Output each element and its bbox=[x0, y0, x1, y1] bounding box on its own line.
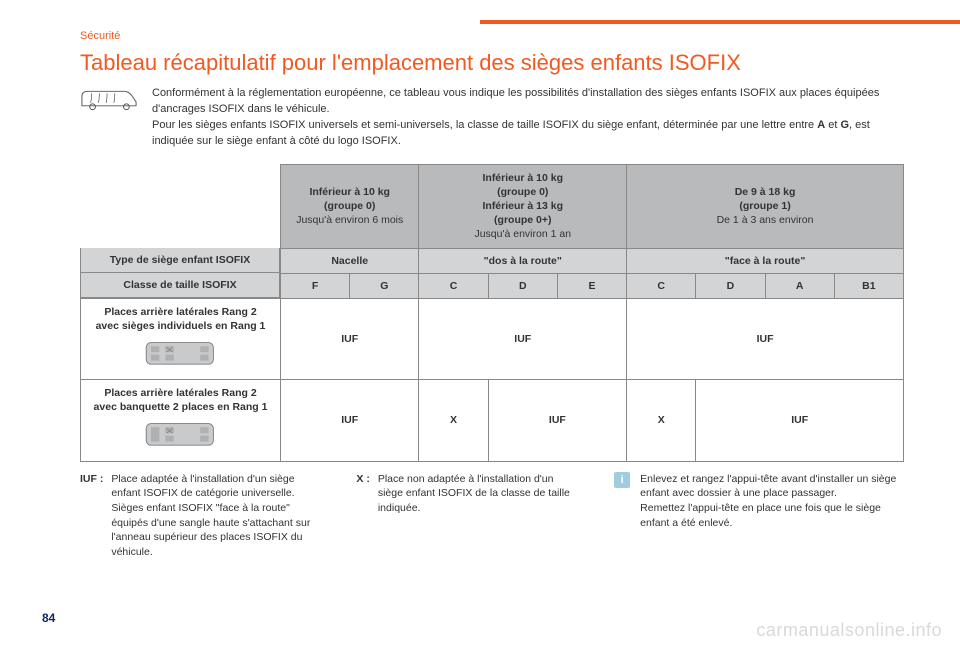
table-row: Places arrière latérales Rang 2 avec siè… bbox=[81, 298, 904, 380]
van-plan-icon bbox=[85, 420, 276, 454]
row1-v1: IUF bbox=[281, 298, 419, 380]
class-C: C bbox=[419, 273, 488, 298]
table-row: Inférieur à 10 kg (groupe 0) Jusqu'à env… bbox=[81, 164, 904, 248]
row1-v3: IUF bbox=[627, 298, 904, 380]
class-G: G bbox=[350, 273, 419, 298]
class-B1: B1 bbox=[834, 273, 903, 298]
intro-text: Conformément à la réglementation europée… bbox=[152, 86, 904, 150]
row1-l2: avec sièges individuels en Rang 1 bbox=[96, 320, 266, 332]
legend-x: X : Place non adaptée à l'installation d… bbox=[356, 472, 576, 560]
section-label: Sécurité bbox=[80, 30, 904, 42]
row1-l1: Places arrière latérales Rang 2 bbox=[104, 306, 256, 318]
intro-block: Conformément à la réglementation europée… bbox=[80, 86, 904, 150]
type-face: "face à la route" bbox=[627, 248, 904, 273]
wg0p-l1: Inférieur à 10 kg bbox=[423, 171, 622, 185]
class-D: D bbox=[488, 273, 557, 298]
wg0-l1: Inférieur à 10 kg bbox=[285, 185, 414, 199]
watermark: carmanualsonline.info bbox=[756, 620, 942, 641]
weight-group-1: De 9 à 18 kg (groupe 1) De 1 à 3 ans env… bbox=[627, 164, 904, 248]
weight-group-0plus: Inférieur à 10 kg (groupe 0) Inférieur à… bbox=[419, 164, 627, 248]
weight-group-0: Inférieur à 10 kg (groupe 0) Jusqu'à env… bbox=[281, 164, 419, 248]
accent-bar bbox=[480, 20, 960, 24]
type-dos: "dos à la route" bbox=[419, 248, 627, 273]
info-p2: Remettez l'appui-tête en place une fois … bbox=[640, 502, 881, 529]
isofix-table: Inférieur à 10 kg (groupe 0) Jusqu'à env… bbox=[80, 164, 904, 462]
type-nacelle: Nacelle bbox=[281, 248, 419, 273]
info-text: Enlevez et rangez l'appui-tête avant d'i… bbox=[640, 472, 904, 560]
intro-p1: Conformément à la réglementation europée… bbox=[152, 87, 879, 115]
intro-A: A bbox=[817, 119, 825, 131]
row2-v2: X bbox=[419, 380, 488, 462]
intro-p2a: Pour les sièges enfants ISOFIX universel… bbox=[152, 119, 817, 131]
row2-v4: X bbox=[627, 380, 696, 462]
class-A: A bbox=[765, 273, 834, 298]
wg1-l2: (groupe 1) bbox=[631, 199, 899, 213]
page-number: 84 bbox=[42, 611, 55, 625]
legend-block: IUF : Place adaptée à l'installation d'u… bbox=[80, 472, 904, 560]
class-C2: C bbox=[627, 273, 696, 298]
wg0p-l2: (groupe 0) bbox=[423, 185, 622, 199]
wg1-l3: De 1 à 3 ans environ bbox=[717, 214, 814, 226]
page-title: Tableau récapitulatif pour l'emplacement… bbox=[80, 50, 904, 76]
legend-iuf-key: IUF : bbox=[80, 472, 103, 560]
row2-v5: IUF bbox=[696, 380, 904, 462]
wg1-l1: De 9 à 18 kg bbox=[631, 185, 899, 199]
table-row: Places arrière latérales Rang 2 avec ban… bbox=[81, 380, 904, 462]
wg0-l2: (groupe 0) bbox=[285, 199, 414, 213]
van-plan-icon bbox=[85, 339, 276, 373]
legend-iuf-text: Place adaptée à l'installation d'un sièg… bbox=[111, 472, 318, 560]
legend-x-text: Place non adaptée à l'installation d'un … bbox=[378, 472, 576, 560]
row2-v1: IUF bbox=[281, 380, 419, 462]
wg0p-l4: (groupe 0+) bbox=[423, 213, 622, 227]
legend-iuf: IUF : Place adaptée à l'installation d'u… bbox=[80, 472, 318, 560]
intro-mid: et bbox=[825, 119, 840, 131]
class-E: E bbox=[557, 273, 626, 298]
row2-l1: Places arrière latérales Rang 2 bbox=[104, 387, 256, 399]
van-icon bbox=[80, 86, 138, 150]
intro-G: G bbox=[840, 119, 849, 131]
row2-l2: avec banquette 2 places en Rang 1 bbox=[94, 401, 268, 413]
class-D2: D bbox=[696, 273, 765, 298]
wg0p-l5: Jusqu'à environ 1 an bbox=[474, 228, 571, 240]
info-box: i Enlevez et rangez l'appui-tête avant d… bbox=[614, 472, 904, 560]
info-p1: Enlevez et rangez l'appui-tête avant d'i… bbox=[640, 473, 896, 500]
wg0-l3: Jusqu'à environ 6 mois bbox=[296, 214, 403, 226]
type-label-cell: Type de siège enfant ISOFIX bbox=[80, 248, 280, 273]
row1-v2: IUF bbox=[419, 298, 627, 380]
legend-x-key: X : bbox=[356, 472, 369, 560]
row2-v3: IUF bbox=[488, 380, 626, 462]
info-icon: i bbox=[614, 472, 630, 488]
row2-label: Places arrière latérales Rang 2 avec ban… bbox=[81, 380, 281, 462]
row1-label: Places arrière latérales Rang 2 avec siè… bbox=[81, 298, 281, 380]
class-label-cell: Classe de taille ISOFIX bbox=[80, 273, 280, 298]
wg0p-l3: Inférieur à 13 kg bbox=[423, 199, 622, 213]
class-F: F bbox=[281, 273, 350, 298]
